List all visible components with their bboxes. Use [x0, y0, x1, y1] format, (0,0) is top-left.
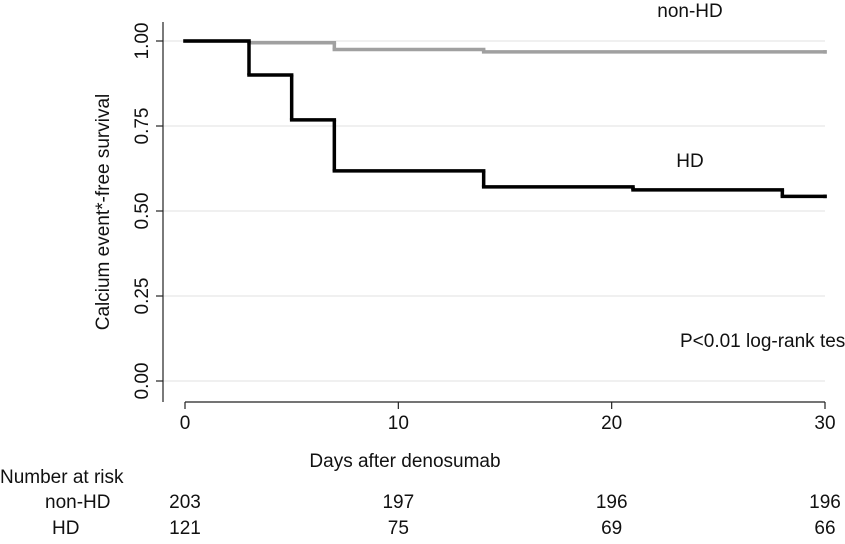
series-label: non-HD [657, 1, 722, 22]
y-tick-label: 0.25 [132, 278, 153, 315]
risk-row-label: non-HD [45, 492, 110, 513]
x-tick-label: 0 [180, 413, 191, 434]
x-tick-label: 10 [388, 413, 409, 434]
y-axis-label: Calcium event*-free survival [93, 94, 114, 331]
x-tick-label: 20 [601, 413, 622, 434]
risk-row-label: HD [52, 518, 79, 539]
risk-value: 196 [809, 492, 841, 513]
risk-value: 69 [601, 518, 622, 539]
series-label: HD [676, 151, 703, 172]
risk-value: 66 [814, 518, 835, 539]
risk-value: 203 [169, 492, 201, 513]
risk-table-title: Number at risk [0, 467, 124, 488]
y-tick-label: 1.00 [132, 23, 153, 60]
risk-value: 75 [388, 518, 409, 539]
risk-value: 196 [596, 492, 628, 513]
annotation: P<0.01 log-rank test [680, 331, 845, 352]
risk-value: 197 [382, 492, 414, 513]
risk-value: 121 [169, 518, 201, 539]
y-tick-label: 0.50 [132, 193, 153, 230]
x-tick-label: 30 [814, 413, 835, 434]
y-tick-label: 0.75 [132, 108, 153, 145]
y-tick-label: 0.00 [132, 363, 153, 400]
x-axis-label: Days after denosumab [309, 451, 500, 472]
